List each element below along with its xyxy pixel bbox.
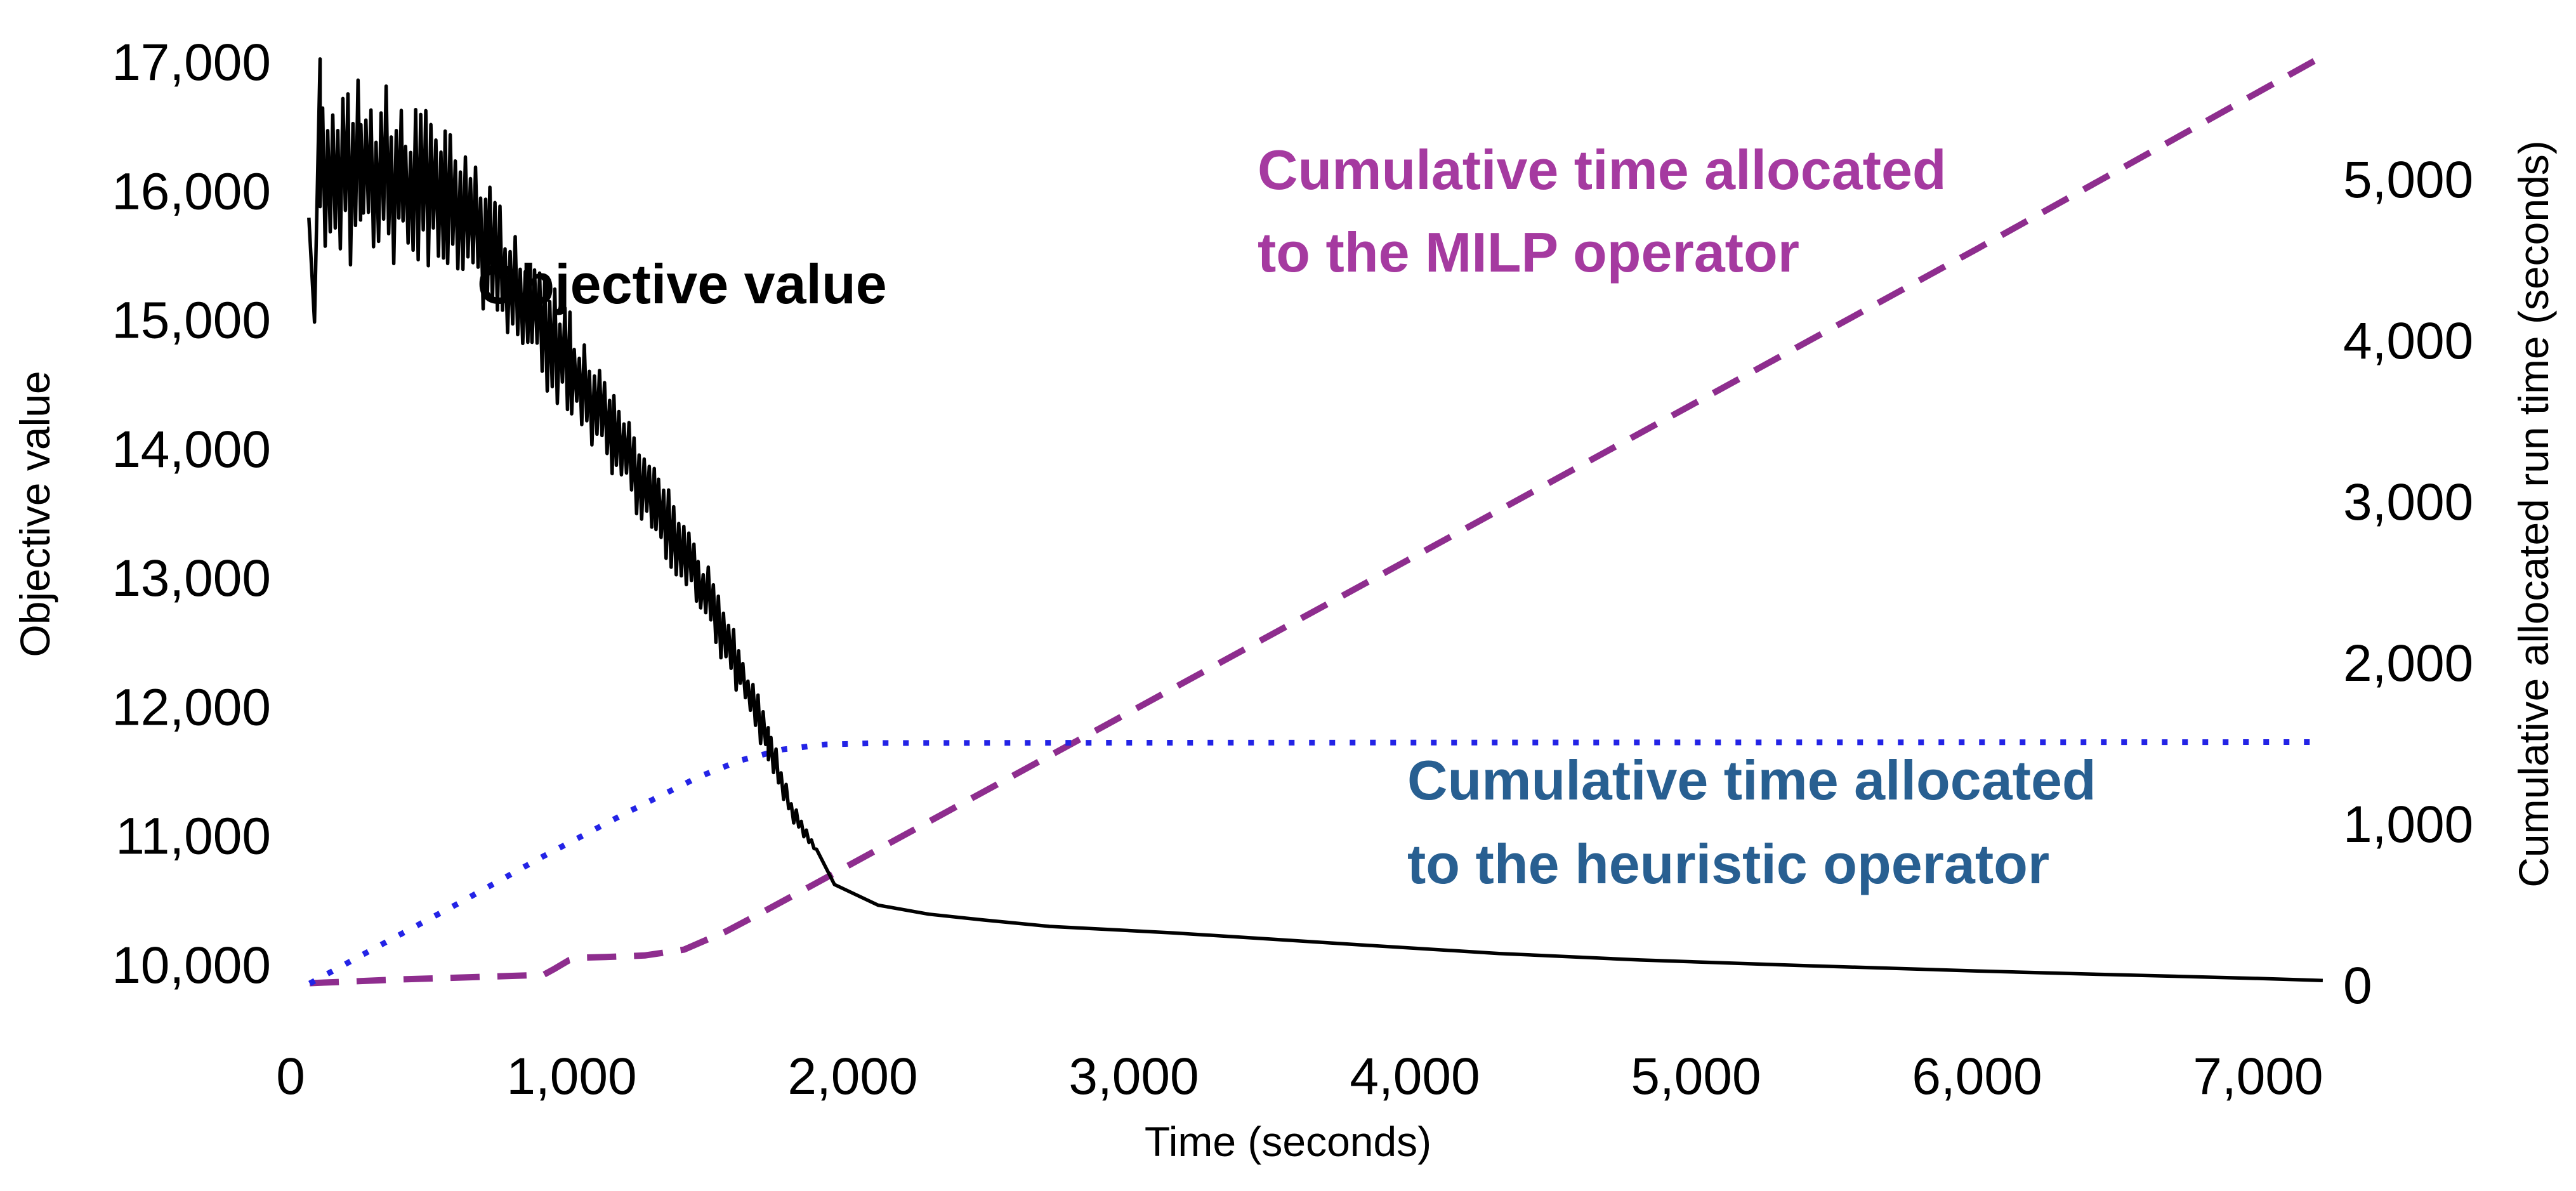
annotation-milp-line2: to the MILP operator [1258, 221, 1799, 284]
y-left-tick-label: 16,000 [112, 162, 271, 220]
y-right-tick-label: 4,000 [2343, 312, 2473, 370]
x-tick-label: 0 [276, 1048, 305, 1105]
plot-series-group [307, 56, 2323, 987]
x-tick-label: 5,000 [1631, 1048, 1761, 1105]
y-right-axis-title: Cumulative allocated run time (seconds) [2510, 140, 2557, 888]
y-left-tick-label: 15,000 [112, 292, 271, 350]
milp-cumulative-time-line [309, 56, 2319, 987]
y-left-tick-label: 14,000 [112, 421, 271, 478]
annotation-milp-operator: Cumulative time allocated to the MILP op… [1258, 138, 1962, 284]
y-left-tick-label: 11,000 [115, 808, 271, 865]
x-tick-label: 2,000 [787, 1048, 917, 1105]
axis-ticks-group: 0 1,000 2,000 3,000 4,000 5,000 6,000 7,000 10,0… [112, 34, 2473, 1105]
annotation-heuristic-operator: Cumulative time allocated to the heurist… [1407, 749, 2112, 895]
y-left-axis-title: Objective value [11, 371, 58, 657]
objective-value-line [307, 57, 2323, 982]
x-tick-label: 1,000 [506, 1048, 636, 1105]
annotation-milp-line1: Cumulative time allocated [1258, 138, 1947, 201]
annotation-objective-value: Objective value [477, 253, 887, 315]
y-left-tick-label: 13,000 [112, 549, 271, 607]
y-left-tick-label: 10,000 [112, 937, 271, 994]
annotation-heuristic-line2: to the heuristic operator [1407, 832, 2049, 895]
y-right-tick-label: 2,000 [2343, 635, 2473, 692]
x-tick-label: 6,000 [1912, 1048, 2042, 1105]
annotation-heuristic-line1: Cumulative time allocated [1407, 749, 2096, 812]
y-left-tick-label: 17,000 [112, 34, 271, 91]
x-tick-label: 4,000 [1350, 1048, 1480, 1105]
x-tick-label: 7,000 [2193, 1048, 2323, 1105]
y-right-tick-label: 5,000 [2343, 151, 2473, 209]
x-tick-label: 3,000 [1068, 1048, 1199, 1105]
y-left-tick-label: 12,000 [112, 678, 271, 736]
y-right-tick-label: 0 [2343, 957, 2372, 1015]
x-axis-title: Time (seconds) [1145, 1118, 1431, 1165]
y-right-tick-label: 3,000 [2343, 473, 2473, 531]
y-right-tick-label: 1,000 [2343, 796, 2473, 853]
